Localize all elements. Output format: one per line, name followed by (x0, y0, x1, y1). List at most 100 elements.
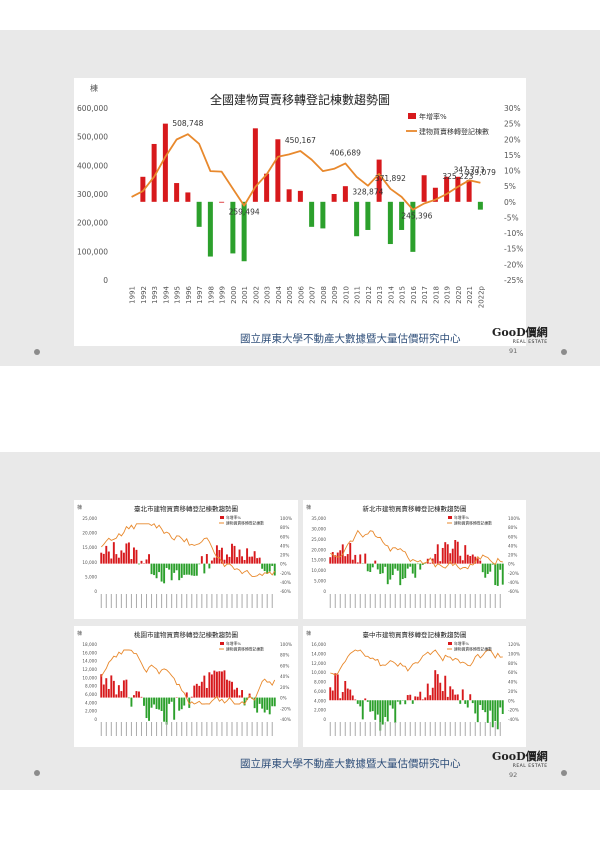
y-tick-label-left: 5,000 (314, 579, 326, 584)
growth-rate-bar (384, 700, 387, 718)
y-tick-label-right: 20% (508, 689, 517, 694)
x-tick-mark (201, 722, 203, 736)
x-tick-mark (374, 594, 376, 608)
growth-rate-bar (264, 173, 270, 202)
growth-rate-bar (421, 699, 424, 701)
growth-rate-bar (411, 700, 414, 704)
y-tick-label-left: 15,000 (311, 558, 326, 563)
growth-rate-bar (496, 700, 499, 730)
y-axis-unit-label: 棟 (77, 630, 82, 637)
x-tick-mark (261, 594, 263, 608)
growth-rate-bar (268, 563, 271, 572)
growth-rate-bar (233, 545, 236, 564)
growth-rate-bar (469, 694, 472, 701)
growth-rate-bar (366, 563, 369, 572)
growth-rate-bar (273, 563, 276, 576)
growth-rate-bar (208, 672, 211, 698)
growth-rate-bar (406, 695, 409, 701)
x-tick-mark (226, 722, 228, 736)
x-tick-mark (369, 722, 371, 736)
growth-rate-bar (434, 553, 437, 564)
x-tick-mark (186, 722, 188, 736)
growth-rate-bar (449, 553, 452, 564)
growth-rate-bar (107, 551, 110, 564)
growth-rate-bar (471, 700, 474, 704)
x-tick-label: 2019 (444, 286, 452, 304)
x-tick-label: 1996 (185, 285, 193, 303)
taipei-chart: 臺北市建物買賣移轉登記棟數趨勢圖 棟 0 5,000 10,000 15,000 20,00… (77, 504, 292, 608)
x-tick-mark (354, 594, 356, 608)
x-tick-mark (115, 722, 117, 736)
growth-rate-bar (256, 558, 259, 564)
growth-rate-bar (389, 700, 392, 706)
x-tick-mark (434, 722, 436, 736)
growth-rate-bar (125, 679, 128, 698)
taichung-chart: 臺中市建物買賣移轉登記棟數趨勢圖 棟 0 2,000 4,000 6,000 8,000 10… (306, 630, 520, 736)
x-tick-mark (429, 594, 431, 608)
x-tick-mark (484, 594, 486, 608)
growth-rate-bar (140, 560, 143, 564)
growth-rate-bar (356, 700, 359, 704)
x-tick-mark (211, 594, 213, 608)
slide-page-91: 全國建物買賣移轉登記棟數趨勢圖 棟 0 100,000 200,000 300,000 40… (0, 30, 600, 366)
y-tick-label-right: -20% (280, 706, 291, 711)
growth-rate-bar (449, 686, 452, 701)
x-tick-mark (359, 594, 361, 608)
y-tick-label-right: -40% (280, 580, 291, 585)
x-tick-label: 1991 (129, 286, 137, 304)
growth-rate-bar (196, 201, 202, 227)
growth-rate-bar (213, 670, 216, 698)
x-tick-mark (181, 722, 183, 736)
growth-rate-bar (374, 700, 377, 720)
growth-rate-bar (501, 563, 504, 585)
y-tick-label-right: -40% (508, 580, 519, 585)
x-tick-mark (494, 722, 496, 736)
growth-rate-bar (158, 563, 161, 573)
growth-rate-bar (170, 563, 173, 581)
legend-label-bar: 年增率% (226, 641, 241, 646)
growth-rate-bar (384, 563, 387, 567)
x-tick-label: 2007 (309, 286, 317, 304)
growth-rate-bar (185, 692, 188, 698)
x-tick-label: 2004 (275, 285, 283, 303)
growth-rate-bar (160, 563, 163, 582)
growth-rate-bar (180, 563, 183, 578)
growth-rate-bar (381, 563, 384, 574)
y-tick-label-right: -25% (504, 276, 523, 285)
x-tick-mark (261, 722, 263, 736)
x-tick-mark (489, 594, 491, 608)
y-tick-label-right: -5% (504, 213, 519, 222)
growth-rate-bar (175, 563, 178, 571)
growth-rate-bar (266, 563, 269, 574)
growth-rate-bar (441, 691, 444, 701)
legend-swatch-bar (448, 642, 452, 645)
growth-rate-bar (466, 554, 469, 564)
y-tick-label-left: 10,000 (82, 560, 97, 565)
x-tick-mark (474, 594, 476, 608)
x-tick-mark (344, 722, 346, 736)
growth-rate-bar (364, 553, 367, 564)
y-tick-label-right: 80% (508, 661, 517, 666)
x-tick-mark (499, 722, 501, 736)
y-tick-label-right: 60% (508, 534, 517, 539)
growth-rate-bar (354, 554, 357, 564)
y-tick-label-right: 80% (280, 525, 289, 530)
x-tick-mark (120, 722, 122, 736)
growth-rate-bar (461, 689, 464, 701)
y-tick-label-right: 60% (280, 663, 289, 668)
growth-rate-bar (466, 179, 472, 202)
transfer-count-line (330, 649, 503, 676)
growth-rate-bar (309, 201, 315, 227)
data-label: 245,396 (401, 212, 432, 221)
growth-rate-bar (432, 187, 438, 202)
growth-rate-bar (359, 700, 362, 707)
growth-rate-bar (476, 700, 479, 723)
growth-rate-bar (381, 700, 384, 725)
x-tick-label: 1993 (151, 286, 159, 304)
x-tick-mark (100, 594, 102, 608)
growth-rate-bar (178, 563, 181, 581)
x-tick-mark (105, 594, 107, 608)
growth-rate-bar (110, 675, 113, 698)
growth-rate-bar (153, 697, 156, 705)
x-tick-mark (105, 722, 107, 736)
